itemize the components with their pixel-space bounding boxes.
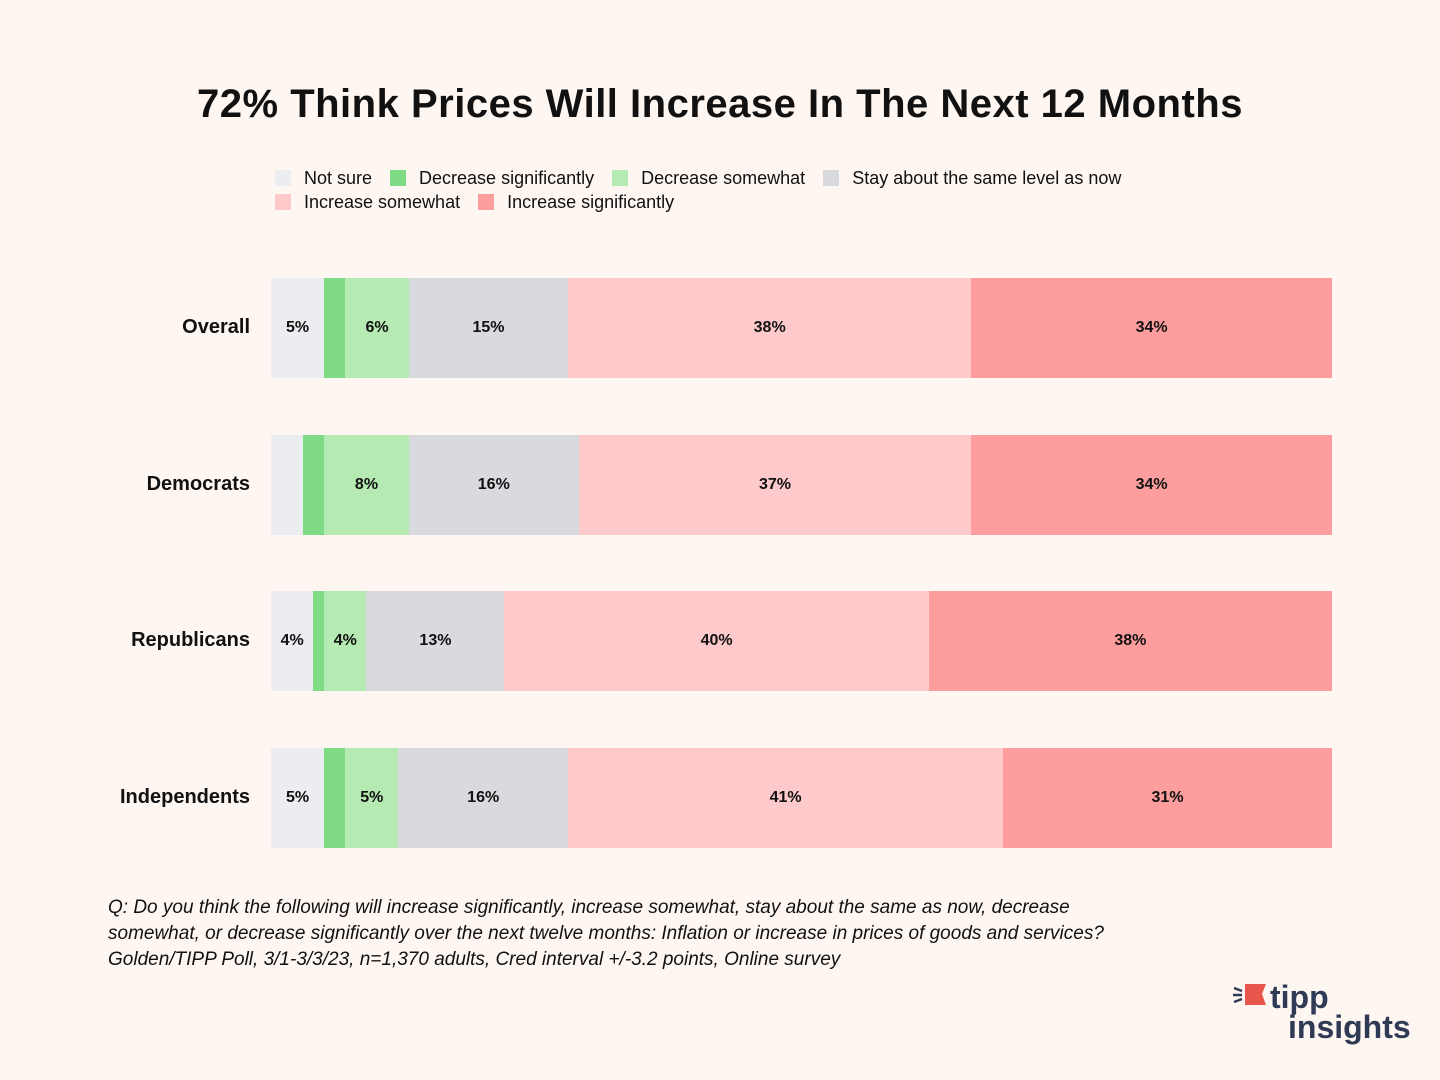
legend-label: Increase somewhat bbox=[304, 191, 461, 212]
bar-segment-republicans-increase-somewhat: 40% bbox=[504, 591, 929, 691]
legend-label: Not sure bbox=[304, 167, 373, 188]
bar-segment-republicans-decrease-somewhat: 4% bbox=[324, 591, 367, 691]
data-label: 6% bbox=[365, 319, 389, 336]
bar-segment-independents-not-sure: 5% bbox=[271, 748, 325, 848]
data-label: 38% bbox=[1114, 632, 1147, 649]
bar-segment-overall-decrease-somewhat: 6% bbox=[345, 278, 409, 378]
legend-label: Decrease somewhat bbox=[641, 167, 806, 188]
data-label: 5% bbox=[285, 789, 310, 806]
legend-item-not-sure: Not sure bbox=[275, 168, 372, 189]
data-label: 37% bbox=[758, 476, 791, 493]
bar-segment-democrats-decrease-significantly bbox=[302, 435, 325, 535]
data-label: 16% bbox=[467, 789, 500, 806]
bar-segment-independents-decrease-somewhat: 5% bbox=[345, 748, 399, 848]
bar-segment-republicans-not-sure: 4% bbox=[271, 591, 314, 691]
bar-segment-overall-increase-somewhat: 38% bbox=[568, 278, 972, 378]
data-label: 4% bbox=[333, 632, 357, 649]
legend-swatch bbox=[823, 170, 840, 186]
bar-segment-democrats-increase-significantly: 34% bbox=[971, 435, 1332, 535]
data-label: 31% bbox=[1151, 789, 1184, 806]
bar-segment-independents-increase-somewhat: 41% bbox=[568, 748, 1004, 848]
legend-item-increase-somewhat: Increase somewhat bbox=[275, 192, 460, 213]
note-line-2: somewhat, or decrease significantly over… bbox=[108, 923, 1104, 944]
data-label: 5% bbox=[285, 319, 310, 336]
legend-swatch bbox=[478, 194, 495, 210]
legend-swatch bbox=[390, 170, 407, 186]
survey-note: Q: Do you think the following will incre… bbox=[108, 895, 1328, 973]
legend-swatch bbox=[275, 170, 291, 186]
legend-label: Increase significantly bbox=[507, 191, 675, 212]
data-label: 13% bbox=[419, 632, 452, 649]
stacked-bar-chart: Overall 5% 6% 15% 38% 34% Democrats 8% 16% 37% 34%… bbox=[119, 278, 1332, 848]
data-label: 4% bbox=[280, 632, 304, 649]
bar-segment-democrats-increase-somewhat: 37% bbox=[578, 435, 972, 535]
legend-item-stay-about-the-same-level-as-now: Stay about the same level as now bbox=[823, 168, 1121, 189]
bar-segment-republicans-decrease-significantly bbox=[313, 591, 325, 691]
bar-segment-overall-decrease-significantly bbox=[324, 278, 346, 378]
note-line-3: Golden/TIPP Poll, 3/1-3/3/23, n=1,370 ad… bbox=[108, 949, 841, 970]
data-label: 41% bbox=[769, 789, 802, 806]
category-label-democrats: Democrats bbox=[146, 473, 250, 495]
note-line-1: Q: Do you think the following will incre… bbox=[108, 897, 1070, 918]
bar-segment-republicans-increase-significantly: 38% bbox=[928, 591, 1332, 691]
bar-segment-democrats-stay-about-the-same-level-as-now: 16% bbox=[408, 435, 579, 535]
bar-segment-democrats-decrease-somewhat: 8% bbox=[324, 435, 409, 535]
category-label-republicans: Republicans bbox=[131, 629, 250, 651]
data-label: 38% bbox=[753, 319, 786, 336]
logo-line-2: insights bbox=[1288, 1009, 1411, 1045]
legend-item-decrease-significantly: Decrease significantly bbox=[390, 168, 594, 189]
data-label: 34% bbox=[1135, 319, 1168, 336]
bar-segment-republicans-stay-about-the-same-level-as-now: 13% bbox=[366, 591, 505, 691]
data-label: 34% bbox=[1135, 476, 1168, 493]
data-label: 5% bbox=[360, 789, 384, 806]
bar-segment-overall-not-sure: 5% bbox=[271, 278, 325, 378]
data-label: 8% bbox=[354, 476, 379, 493]
data-label: 40% bbox=[700, 632, 733, 649]
tipp-insights-logo: tipp insights bbox=[1232, 978, 1432, 1053]
bar-segment-independents-stay-about-the-same-level-as-now: 16% bbox=[398, 748, 569, 848]
category-label-overall: Overall bbox=[182, 316, 250, 338]
legend-item-decrease-somewhat: Decrease somewhat bbox=[612, 168, 805, 189]
data-label: 15% bbox=[472, 319, 505, 336]
bar-segment-democrats-not-sure bbox=[271, 435, 303, 535]
bar-segment-overall-increase-significantly: 34% bbox=[971, 278, 1332, 378]
legend-item-increase-significantly: Increase significantly bbox=[478, 192, 674, 213]
bar-segment-independents-increase-significantly: 31% bbox=[1003, 748, 1332, 848]
legend-label: Decrease significantly bbox=[419, 167, 595, 188]
legend: Not sure Decrease significantly Decrease s… bbox=[275, 166, 1235, 214]
category-label-independents: Independents bbox=[119, 786, 250, 808]
megaphone-flag-icon: tipp insights bbox=[1233, 979, 1411, 1045]
legend-swatch bbox=[275, 194, 291, 210]
legend-swatch bbox=[612, 170, 629, 186]
bar-segment-overall-stay-about-the-same-level-as-now: 15% bbox=[408, 278, 569, 378]
bar-segment-independents-decrease-significantly bbox=[324, 748, 346, 848]
data-label: 16% bbox=[477, 476, 510, 493]
chart-title: 72% Think Prices Will Increase In The Ne… bbox=[197, 82, 1243, 126]
legend-label: Stay about the same level as now bbox=[852, 167, 1122, 188]
logo-line-1: tipp bbox=[1270, 979, 1329, 1015]
